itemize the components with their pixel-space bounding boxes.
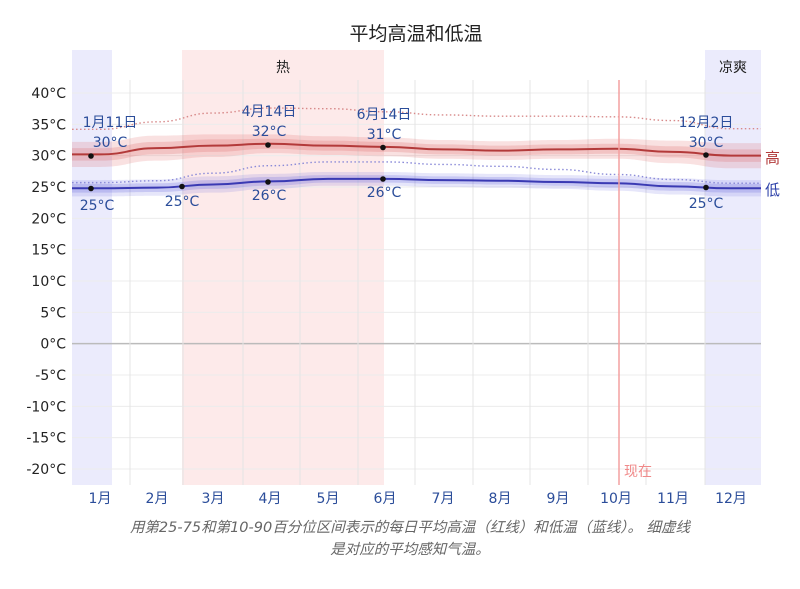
y-tick-label: 40°C xyxy=(31,86,66,102)
point-apr14-low xyxy=(265,179,271,185)
point-jun14-low xyxy=(380,176,386,182)
x-tick-label: 6月 xyxy=(374,491,397,507)
y-tick-label: -20°C xyxy=(26,462,66,478)
legend-high: 高 xyxy=(765,149,780,167)
ann-apr-low: 26°C xyxy=(252,188,287,204)
x-tick-label: 12月 xyxy=(715,491,747,507)
ann-jan-date: 1月11日 xyxy=(83,115,138,131)
y-tick-label: 5°C xyxy=(40,305,66,321)
point-dec2-low xyxy=(703,184,709,191)
y-tick-label: -15°C xyxy=(26,431,66,447)
ann-jun-date: 6月14日 xyxy=(357,107,412,123)
annotation-points xyxy=(88,142,709,192)
x-tick-label: 1月 xyxy=(89,491,112,507)
low-feels-like-line xyxy=(72,161,761,184)
x-tick-label: 4月 xyxy=(259,491,282,507)
ann-jun-low: 26°C xyxy=(367,185,402,201)
now-marker-label: 现在 xyxy=(624,464,652,480)
ann-jan-high: 30°C xyxy=(93,135,128,151)
point-jan11-low xyxy=(88,185,94,192)
x-tick-label: 9月 xyxy=(547,491,570,507)
low-band-10-90 xyxy=(72,171,761,197)
x-axis-ticks: 1月 2月 3月 4月 5月 6月 7月 8月 9月 10月 11月 12月 xyxy=(89,491,747,507)
point-mar-low xyxy=(179,183,185,190)
legend-low: 低 xyxy=(765,181,780,199)
chart-title: 平均高温和低温 xyxy=(349,23,482,45)
temperature-chart: 平均高温和低温 热 凉爽 40°C 35°C 30°C 25°C 20°C 15°C 10°… xyxy=(26,23,780,507)
y-tick-label: -5°C xyxy=(35,368,66,384)
y-axis-ticks: 40°C 35°C 30°C 25°C 20°C 15°C 10°C 5°C 0°C -5°C -1… xyxy=(26,86,66,478)
x-tick-label: 2月 xyxy=(146,491,169,507)
y-tick-label: -10°C xyxy=(26,399,66,415)
y-tick-label: 20°C xyxy=(31,211,66,227)
x-tick-label: 11月 xyxy=(657,491,689,507)
high-feels-like-line xyxy=(72,107,761,131)
series-layer xyxy=(71,107,761,197)
ann-apr-high: 32°C xyxy=(252,124,287,140)
point-jan11-high xyxy=(88,153,94,159)
ann-apr-date: 4月14日 xyxy=(242,104,297,120)
y-tick-label: 35°C xyxy=(31,117,66,133)
low-temp-line xyxy=(71,177,761,190)
cool-season-band xyxy=(705,50,761,485)
point-jun14-high xyxy=(380,144,386,151)
x-tick-label: 10月 xyxy=(600,491,632,507)
x-tick-label: 5月 xyxy=(317,491,340,507)
ann-jan-low: 25°C xyxy=(80,198,115,214)
ann-dec-high: 30°C xyxy=(689,135,724,151)
hot-season-band xyxy=(182,50,384,485)
cool-band-january xyxy=(72,50,112,485)
cool-season-label: 凉爽 xyxy=(719,60,747,76)
ann-dec-date: 12月2日 xyxy=(679,115,734,131)
ann-dec-low: 25°C xyxy=(689,196,724,212)
y-tick-label: 0°C xyxy=(40,337,66,353)
high-band-10-90 xyxy=(72,134,761,169)
y-tick-label: 30°C xyxy=(31,149,66,165)
point-dec2-high xyxy=(703,152,709,158)
ann-jun-high: 31°C xyxy=(367,127,402,143)
y-tick-label: 25°C xyxy=(31,180,66,196)
x-tick-label: 8月 xyxy=(489,491,512,507)
point-apr14-high xyxy=(265,142,271,148)
y-tick-label: 10°C xyxy=(31,274,66,290)
chart-caption: 用第25-75和第10-90百分位区间表示的每日平均高温（红线）和低温（蓝线）。… xyxy=(40,517,780,561)
x-tick-label: 3月 xyxy=(202,491,225,507)
low-band-25-75 xyxy=(72,175,761,193)
high-temp-line xyxy=(72,142,761,157)
caption-line-1: 用第25-75和第10-90百分位区间表示的每日平均高温（红线）和低温（蓝线）。… xyxy=(129,520,691,536)
caption-line-2: 是对应的平均感知气温。 xyxy=(330,542,490,558)
x-tick-label: 7月 xyxy=(432,491,455,507)
ann-mar-low: 25°C xyxy=(165,194,200,210)
y-tick-label: 15°C xyxy=(31,243,66,259)
hot-season-label: 热 xyxy=(276,60,290,76)
